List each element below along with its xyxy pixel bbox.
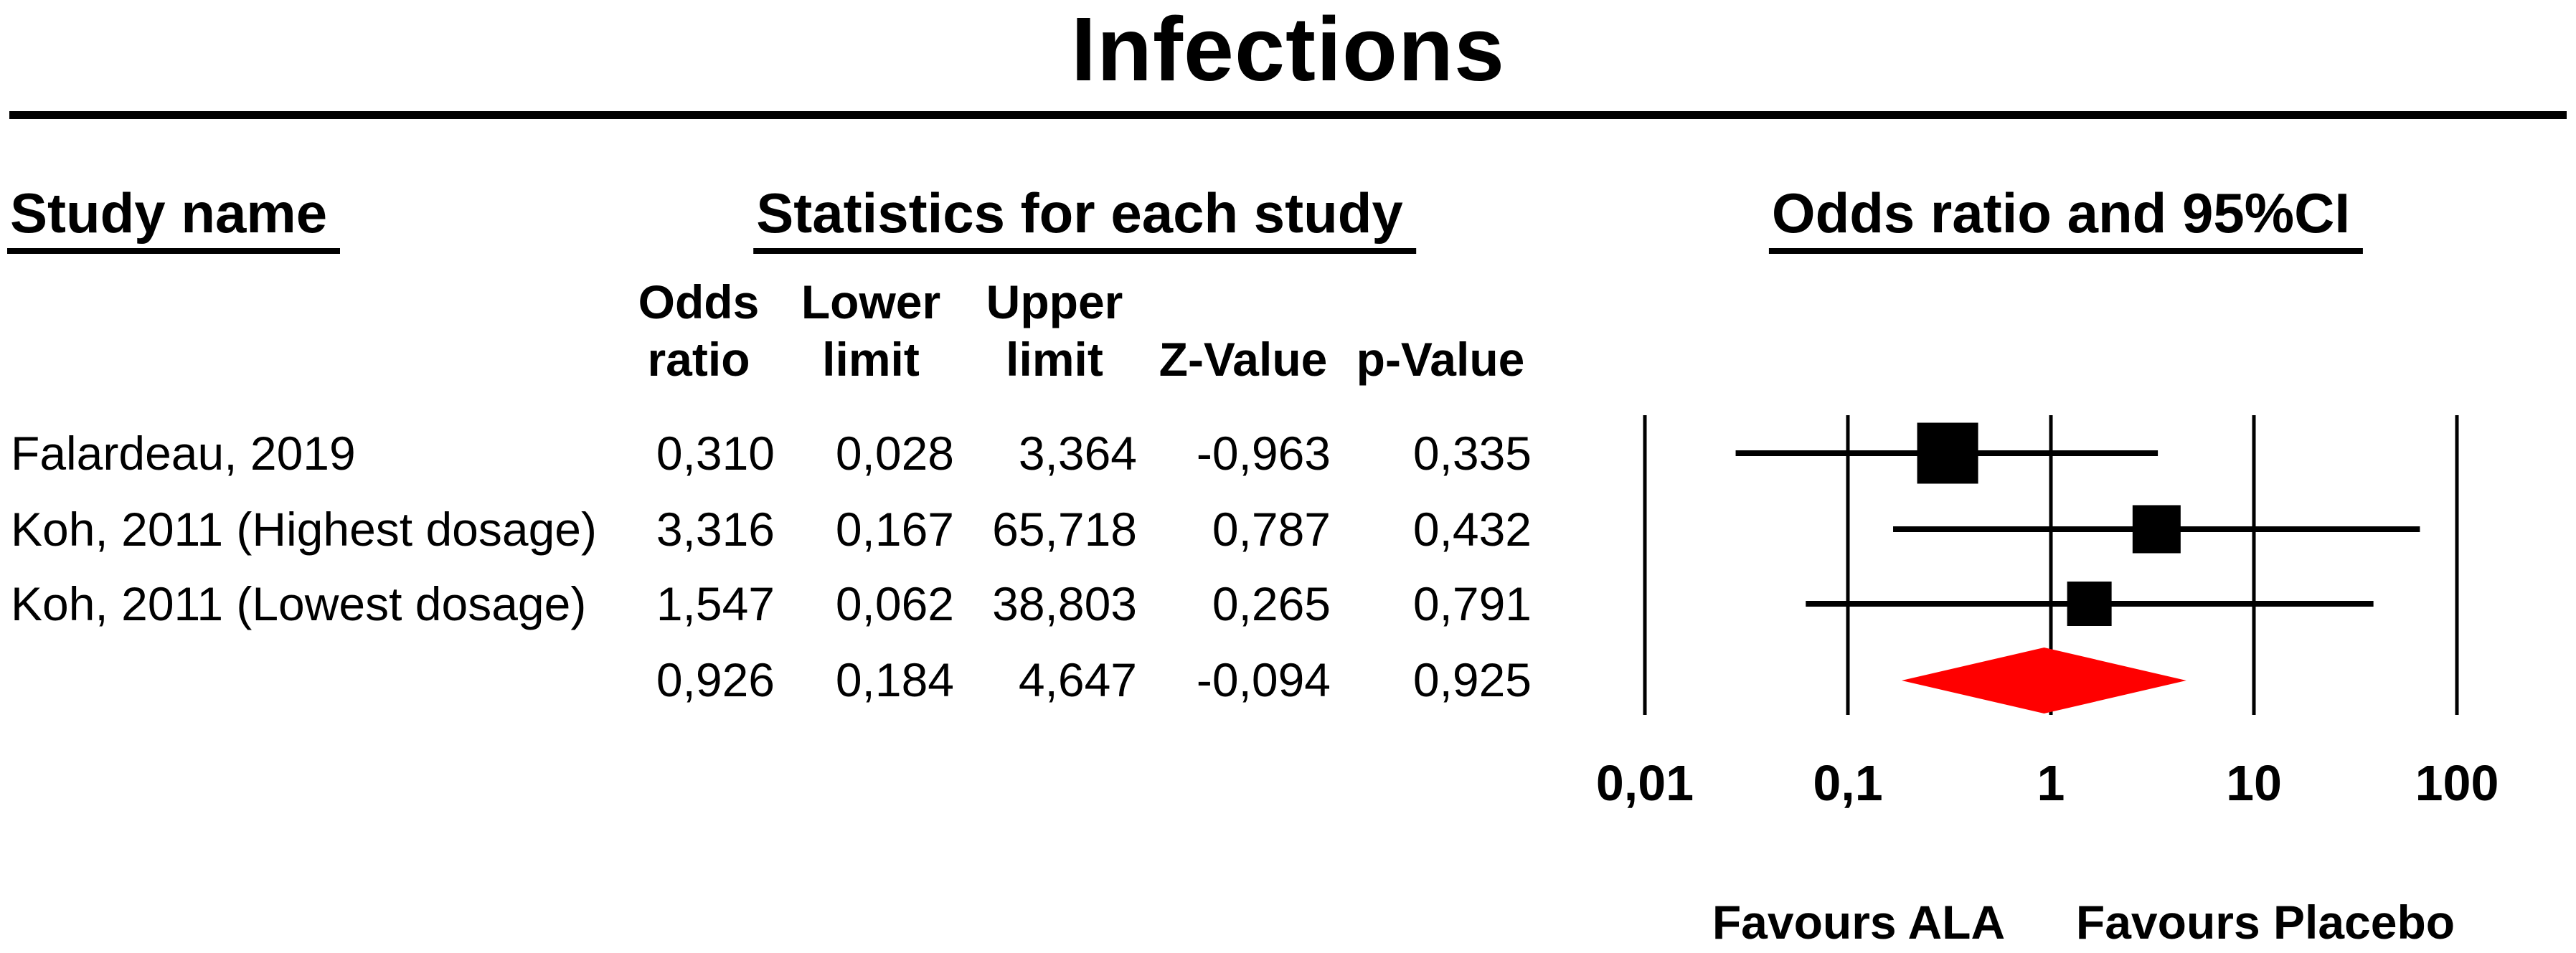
col-header-lower-2: limit	[822, 333, 920, 386]
p-value: 0,335	[1412, 427, 1532, 480]
z-value: 0,265	[1212, 577, 1331, 630]
odds-ratio-value: 1,547	[656, 577, 775, 630]
study-name-header: Study name	[7, 185, 341, 254]
odds-ratio-value: 3,316	[656, 503, 775, 556]
upper-limit-value: 65,718	[992, 503, 1137, 556]
summary-diamond	[1901, 648, 2186, 713]
lower-limit-value: 0,028	[835, 427, 954, 480]
upper-limit-value: 3,364	[1018, 427, 1137, 480]
col-header-lower-1: Lower	[801, 275, 941, 328]
z-value: 0,787	[1212, 503, 1331, 556]
col-header-pvalue: p-Value	[1356, 333, 1525, 386]
study-name: Koh, 2011 (Lowest dosage)	[11, 577, 587, 630]
page-title: Infections	[1070, 0, 1506, 100]
odds-ratio-value: 0,310	[656, 427, 775, 480]
title-divider	[9, 111, 2567, 119]
col-header-odds-2: ratio	[647, 333, 750, 386]
summary-upper-limit-value: 4,647	[1018, 653, 1137, 706]
p-value: 0,791	[1412, 577, 1532, 630]
odds-ratio-section-header: Odds ratio and 95%CI	[1768, 185, 2364, 254]
lower-limit-value: 0,062	[835, 577, 954, 630]
x-tick-label: 10	[2226, 755, 2282, 811]
summary-lower-limit-value: 0,184	[835, 653, 954, 706]
x-tick-label: 100	[2415, 755, 2499, 811]
study-name: Koh, 2011 (Highest dosage)	[11, 503, 597, 556]
col-header-upper-2: limit	[1006, 333, 1103, 386]
upper-limit-value: 38,803	[992, 577, 1137, 630]
z-value: -0,963	[1196, 427, 1331, 480]
favours-right-label: Favours Placebo	[2075, 896, 2455, 949]
favours-left-label: Favours ALA	[1712, 896, 2006, 949]
statistics-section-header: Statistics for each study	[753, 185, 1416, 254]
lower-limit-value: 0,167	[835, 503, 954, 556]
study-name: Falardeau, 2019	[11, 427, 356, 480]
x-tick-label: 0,01	[1595, 755, 1694, 811]
study-marker	[2132, 505, 2181, 554]
summary-odds-ratio-value: 0,926	[656, 653, 775, 706]
study-marker	[1917, 422, 1978, 484]
col-header-upper-1: Upper	[986, 275, 1123, 328]
study-marker	[2067, 582, 2112, 626]
p-value: 0,432	[1412, 503, 1532, 556]
col-header-zvalue: Z-Value	[1159, 333, 1328, 386]
col-header-odds-1: Odds	[638, 275, 760, 328]
x-tick-label: 1	[2037, 755, 2065, 811]
x-tick-label: 0,1	[1813, 755, 1883, 811]
summary-z-value: -0,094	[1196, 653, 1331, 706]
summary-p-value: 0,925	[1412, 653, 1532, 706]
